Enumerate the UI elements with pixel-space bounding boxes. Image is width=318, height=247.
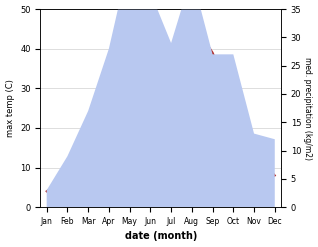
X-axis label: date (month): date (month) [125, 231, 197, 242]
Y-axis label: med. precipitation (kg/m2): med. precipitation (kg/m2) [303, 57, 313, 160]
Y-axis label: max temp (C): max temp (C) [5, 79, 15, 137]
